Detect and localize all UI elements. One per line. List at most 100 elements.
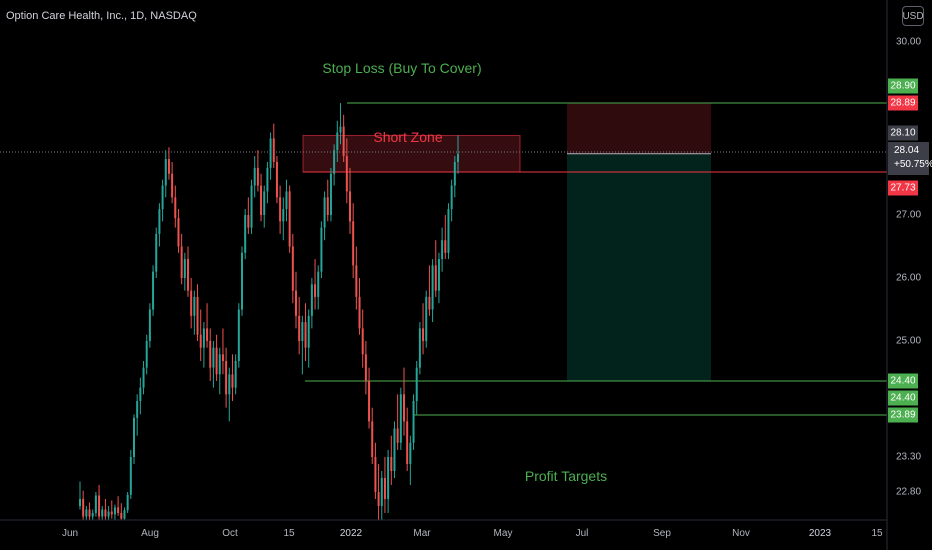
y-tick-label: 25.00	[896, 335, 922, 347]
candle-body	[190, 290, 193, 316]
candle-body	[98, 495, 101, 517]
candle-body	[304, 322, 307, 348]
candle-body	[457, 153, 459, 162]
candle-body	[285, 191, 288, 210]
candle-body	[374, 457, 377, 492]
y-tick-label: 27.00	[896, 209, 922, 221]
price-axis-label: 28.90	[888, 78, 918, 94]
candle-body	[244, 215, 247, 253]
price-axis-label: 28.10	[888, 125, 918, 141]
candle-body	[231, 374, 234, 388]
x-tick-label: 15	[871, 528, 883, 539]
short-zone-rect	[302, 134, 521, 173]
candle-body	[91, 513, 94, 517]
candle-body	[415, 367, 418, 401]
candle-body	[358, 296, 361, 329]
y-tick-label: 30.00	[896, 36, 922, 48]
candle-body	[352, 221, 355, 266]
candle-body	[104, 509, 107, 517]
candle-body	[180, 246, 183, 278]
candle-body	[310, 284, 313, 316]
stop-loss-annotation: Stop Loss (Buy To Cover)	[322, 60, 482, 76]
x-tick-label: May	[493, 528, 513, 539]
candle-body	[187, 259, 189, 291]
candle-body	[428, 296, 431, 310]
y-tick-label: 26.00	[896, 272, 922, 284]
candle-body	[272, 138, 275, 162]
currency-button[interactable]: USD	[902, 6, 924, 26]
candle-body	[209, 341, 212, 368]
candle-body	[399, 394, 402, 443]
candle-body	[110, 511, 113, 515]
x-tick-label: Jul	[575, 528, 589, 539]
candle-body	[117, 507, 120, 513]
candle-body	[412, 401, 415, 443]
candle-body	[450, 185, 453, 210]
candle-body	[167, 159, 170, 174]
candle-body	[295, 290, 297, 316]
candle-body	[152, 271, 155, 310]
candle-body	[136, 401, 139, 418]
candle-body	[301, 322, 304, 341]
candle-body	[101, 509, 104, 517]
candle-body	[393, 428, 396, 471]
price-axis-label: 24.40	[888, 373, 918, 389]
y-tick-label: 23.30	[896, 451, 922, 463]
candle-body	[123, 510, 126, 519]
x-tick-label: 2022	[339, 528, 363, 539]
candle-body	[260, 185, 263, 215]
candle-body	[241, 252, 243, 310]
candle-body	[196, 296, 199, 335]
candle-body	[275, 161, 278, 198]
candle-body	[133, 417, 135, 457]
candle-body	[113, 507, 116, 515]
candle-body	[202, 328, 205, 348]
x-tick-label: Nov	[732, 528, 750, 539]
x-tick-label: Oct	[222, 528, 238, 539]
candle-body	[171, 173, 174, 198]
candle-body	[228, 374, 231, 395]
current-price-value: 28.04	[894, 145, 920, 156]
position-target-area	[567, 153, 711, 381]
candle-body	[120, 513, 123, 519]
y-tick-label: 22.80	[896, 486, 922, 498]
candle-body	[441, 240, 444, 260]
price-axis-label: 28.89	[888, 95, 918, 111]
candle-body	[212, 347, 215, 368]
candle-body	[177, 218, 180, 247]
candle-body	[364, 354, 367, 381]
candle-body	[361, 328, 364, 355]
candle-body	[447, 209, 450, 253]
candle-body	[371, 421, 374, 457]
x-tick-label: 15	[283, 528, 295, 539]
candle-body	[387, 457, 390, 499]
candle-body	[434, 265, 437, 291]
price-axis-label: 24.40	[888, 390, 918, 406]
candle-body	[437, 259, 440, 291]
candle-body	[396, 428, 399, 443]
candle-body	[145, 341, 148, 368]
candle-body	[291, 246, 294, 291]
candle-body	[342, 126, 345, 157]
candle-body	[155, 233, 158, 272]
x-tick-label: 2023	[808, 528, 832, 539]
candle-body	[326, 197, 329, 215]
candle-body	[307, 315, 310, 348]
candle-body	[161, 185, 164, 210]
candle-body	[164, 159, 167, 186]
candle-body	[403, 394, 405, 422]
candle-body	[199, 334, 202, 348]
profit-targets-annotation: Profit Targets	[524, 468, 608, 484]
x-tick-label: Jun	[61, 528, 79, 539]
chart-title: Option Care Health, Inc., 1D, NASDAQ	[6, 10, 197, 22]
candle-body	[453, 161, 456, 186]
candle-body	[82, 499, 85, 517]
candle-body	[323, 197, 326, 228]
candle-body	[206, 328, 209, 341]
x-tick-label: Sep	[653, 528, 671, 539]
candle-body	[256, 167, 259, 186]
candle-body	[377, 492, 380, 506]
candle-body	[320, 227, 323, 272]
